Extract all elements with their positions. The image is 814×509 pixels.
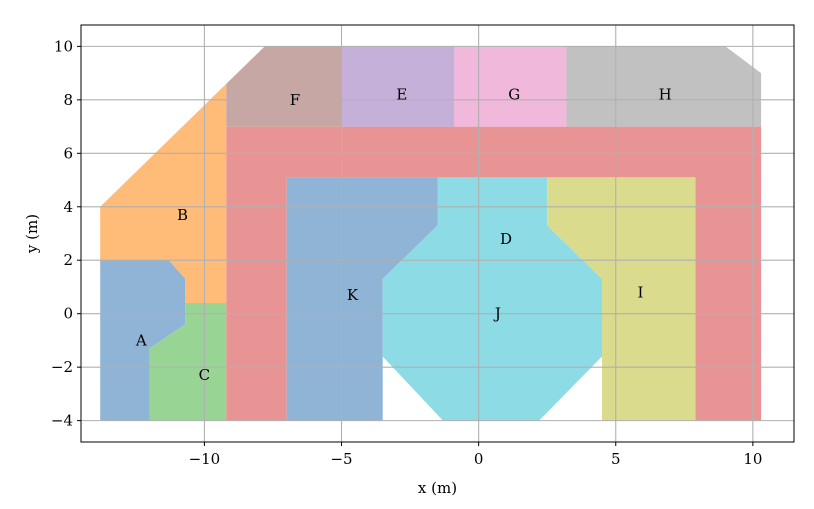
y-tick-label: 2 <box>63 251 73 269</box>
region-label-j: J <box>493 305 501 323</box>
x-tick-label: −5 <box>330 450 352 468</box>
x-tick-label: 5 <box>611 450 621 468</box>
region-b <box>100 83 227 303</box>
grid-layer <box>81 25 794 442</box>
y-tick-label: −4 <box>51 412 73 430</box>
x-tick-label: −10 <box>189 450 221 468</box>
regions-layer <box>100 46 762 421</box>
axes-frame <box>80 24 795 443</box>
ticks-layer: −10 −5 0 5 10 −4 −2 0 2 4 6 8 10 <box>51 37 763 468</box>
region-label-a: A <box>135 331 147 349</box>
x-tick-label: 0 <box>474 450 484 468</box>
region-label-b: B <box>177 206 188 224</box>
y-tick-label: 6 <box>63 144 73 162</box>
region-label-k: K <box>347 286 359 304</box>
region-label-e: E <box>396 86 407 104</box>
region-label-i: I <box>637 283 643 301</box>
region-l <box>226 126 762 421</box>
region-i <box>547 177 696 421</box>
x-axis-label: x (m) <box>418 479 457 497</box>
region-d <box>382 177 602 421</box>
region-label-d: D <box>500 230 512 248</box>
y-tick-label: 4 <box>63 198 73 216</box>
region-a <box>100 260 186 421</box>
x-tick-label: 10 <box>743 450 762 468</box>
y-tick-label: 10 <box>54 37 73 55</box>
region-label-g: G <box>508 86 520 104</box>
region-c <box>149 303 227 421</box>
region-label-h: H <box>659 86 672 104</box>
region-k <box>286 177 438 421</box>
region-f <box>226 46 342 127</box>
y-tick-label: 8 <box>63 91 73 109</box>
region-labels-layer: B A C F E G H K D I J <box>135 86 672 385</box>
region-h <box>566 46 762 127</box>
region-g <box>454 46 567 127</box>
y-tick-label: −2 <box>51 358 73 376</box>
region-label-c: C <box>199 366 210 384</box>
region-e <box>341 46 454 127</box>
y-axis-label: y (m) <box>23 214 41 254</box>
region-label-f: F <box>290 91 300 109</box>
y-tick-label: 0 <box>63 305 73 323</box>
